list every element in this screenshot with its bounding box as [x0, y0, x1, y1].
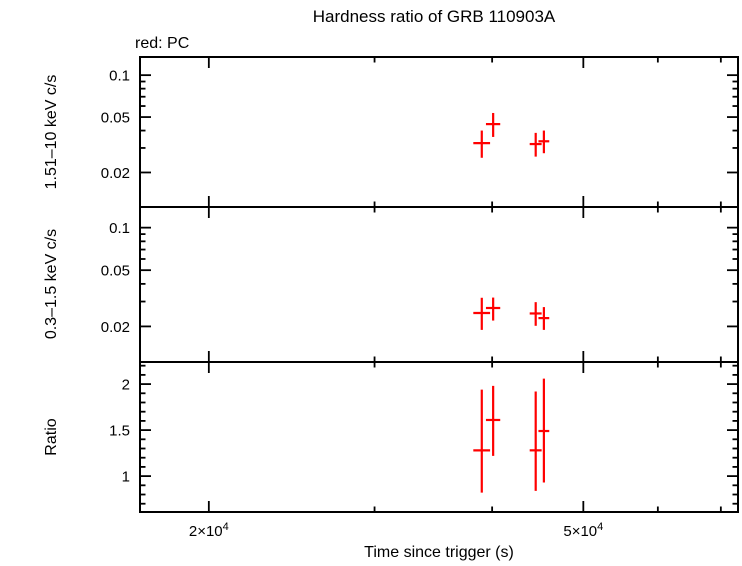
y-tick-label: 2: [122, 377, 130, 394]
yaxis-label-ratio: Ratio: [43, 418, 60, 455]
y-tick-label: 0.1: [109, 68, 130, 85]
y-tick-label: 0.05: [101, 110, 130, 127]
x-tick-label: 2×104: [189, 521, 229, 540]
panel-frame-soft-rate: [139, 206, 739, 363]
y-tick-label: 0.05: [101, 263, 130, 280]
y-tick-label: 0.02: [101, 165, 130, 182]
yaxis-label-hard-band: 1.51–10 keV c/s: [43, 75, 60, 190]
y-tick-label: 0.1: [109, 220, 130, 237]
chart-title: Hardness ratio of GRB 110903A: [313, 7, 556, 26]
xaxis-label: Time since trigger (s): [364, 544, 514, 561]
legend-label: red: PC: [135, 35, 189, 52]
y-tick-label: 1.5: [109, 423, 130, 440]
plot-layer: 0.1 0.05 0.02 0.1 0.05 0.02 2 1.5 1 2×104 5×104: [101, 56, 739, 540]
yaxis-label-soft-band: 0.3–1.5 keV c/s: [43, 229, 60, 339]
y-tick-label: 1: [122, 469, 130, 486]
panel-frame-ratio: [139, 361, 739, 513]
panel-frame-hard-rate: [139, 56, 739, 208]
y-tick-label: 0.02: [101, 319, 130, 336]
x-tick-label: 5×104: [563, 521, 603, 540]
